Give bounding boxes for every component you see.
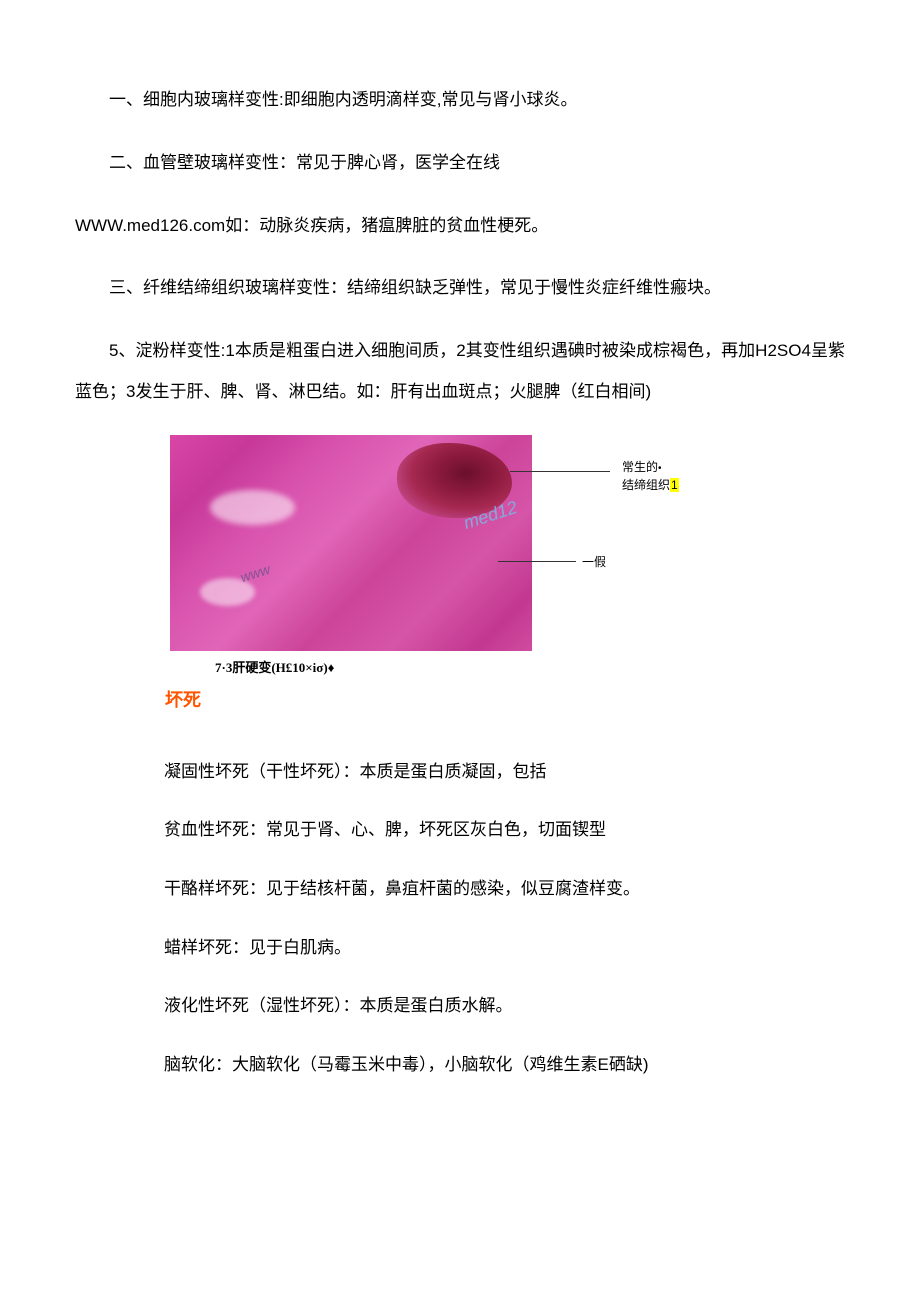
annotation-highlight: 1 xyxy=(670,478,679,492)
watermark-1: www xyxy=(238,560,272,585)
figure-container: www med12 常生的• 结缔组织1 一假 7·3肝硬变(H£10×iσ)♦ xyxy=(170,435,845,676)
annotation-top-line2-prefix: 结缔组织 xyxy=(622,478,670,492)
list-item-3: 干酪样坏死：见于结核杆菌，鼻疽杆菌的感染，似豆腐渣样变。 xyxy=(130,874,845,905)
list-item-4: 蜡样坏死：见于白肌病。 xyxy=(130,933,845,964)
histology-image: www med12 xyxy=(170,435,532,651)
paragraph-2a: 二、血管壁玻璃样变性：常见于脾心肾，医学全在线 xyxy=(75,143,845,184)
watermark-2: med12 xyxy=(461,497,520,534)
paragraph-2b: WWW.med126.com如：动脉炎疾病，猪瘟脾脏的贫血性梗死。 xyxy=(75,206,845,247)
paragraph-4: 5、淀粉样变性:1本质是粗蛋白进入细胞间质，2其变性组织遇碘时被染成棕褐色，再加… xyxy=(75,331,845,413)
annotation-top-line1: 常生的 xyxy=(622,460,658,474)
list-item-5: 液化性坏死（湿性坏死）：本质是蛋白质水解。 xyxy=(130,991,845,1022)
necrosis-list: 凝固性坏死（干性坏死）：本质是蛋白质凝固，包括 贫血性坏死：常见于肾、心、脾，坏… xyxy=(75,757,845,1081)
paragraph-1: 一、细胞内玻璃样变性:即细胞内透明滴样变,常见与肾小球炎。 xyxy=(75,80,845,121)
section-heading-necrosis: 坏死 xyxy=(165,686,845,712)
figure-caption: 7·3肝硬变(H£10×iσ)♦ xyxy=(215,657,845,676)
list-item-6: 脑软化：大脑软化（马霉玉米中毒），小脑软化（鸡维生素E硒缺) xyxy=(130,1050,845,1081)
annotation-line-2 xyxy=(498,561,576,562)
list-item-2: 贫血性坏死：常见于肾、心、脾，坏死区灰白色，切面锲型 xyxy=(130,815,845,846)
annotation-mid: 一假 xyxy=(582,553,606,571)
paragraph-3: 三、纤维结缔组织玻璃样变性：结缔组织缺乏弹性，常见于慢性炎症纤维性瘢块。 xyxy=(75,268,845,309)
list-item-1: 凝固性坏死（干性坏死）：本质是蛋白质凝固，包括 xyxy=(130,757,845,788)
annotation-line-1 xyxy=(510,471,610,472)
annotation-top: 常生的• 结缔组织1 xyxy=(622,458,679,494)
bullet-dot-icon: • xyxy=(658,463,662,474)
